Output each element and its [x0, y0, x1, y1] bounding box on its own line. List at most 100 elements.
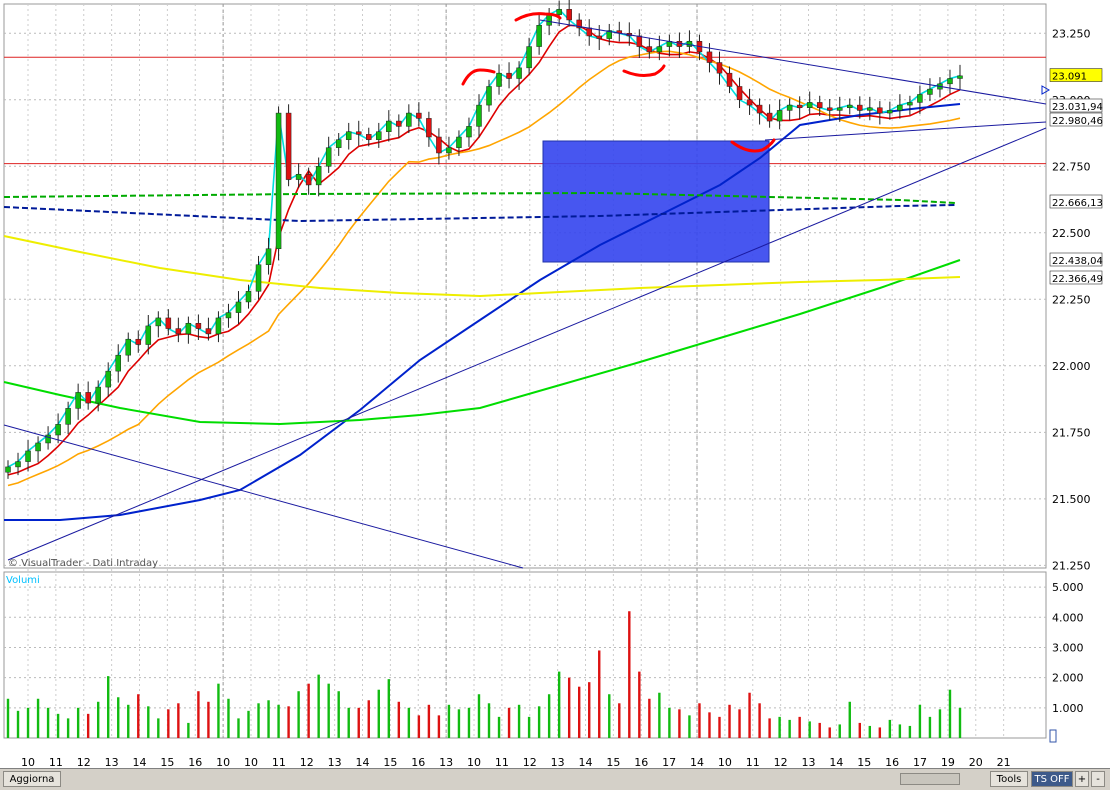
candle-body	[476, 104, 482, 127]
volume-bar	[147, 706, 150, 738]
volume-panel-frame	[3, 571, 1047, 739]
candles	[5, 0, 963, 479]
volume-bar	[26, 707, 30, 738]
volume-marker	[1049, 729, 1057, 743]
volume-bar	[808, 721, 811, 738]
candle-body	[816, 102, 823, 109]
grid	[3, 3, 1047, 739]
candle-body	[406, 112, 412, 127]
candle-body	[796, 104, 803, 109]
volume-bar	[397, 701, 401, 738]
zoom-out-button[interactable]: -	[1091, 771, 1105, 787]
candle-body	[115, 354, 121, 372]
candle-body	[105, 370, 111, 388]
volume-bar	[56, 713, 60, 738]
volume-bar	[487, 703, 491, 738]
volume-bar	[117, 697, 120, 738]
volume-bar	[177, 703, 180, 738]
volume-bar	[788, 719, 791, 738]
volume-bar	[307, 683, 310, 738]
candle-body	[646, 46, 653, 53]
volume-bar	[648, 698, 651, 738]
dashed-green-line	[3, 191, 956, 204]
volume-bar	[287, 706, 290, 738]
volume-bar	[317, 674, 320, 738]
candle-body	[756, 104, 763, 114]
volume-bar	[96, 701, 100, 738]
x-tick-label: 11	[49, 756, 63, 768]
x-tick-label: 13	[551, 756, 565, 768]
tools-button[interactable]: Tools	[990, 771, 1028, 787]
price-tag-text: 23.091	[1052, 72, 1087, 83]
candle-body	[275, 112, 282, 250]
x-tick-label: 15	[383, 756, 397, 768]
y-tick-label: 21.250	[1052, 559, 1091, 572]
volume-bar	[377, 689, 380, 738]
x-tick-label: 14	[690, 756, 704, 768]
candle-body	[806, 102, 813, 109]
volume-bar	[748, 692, 751, 738]
candle-body	[536, 25, 542, 47]
volume-bar	[157, 718, 160, 738]
volume-bar	[517, 704, 521, 738]
candle-body	[917, 94, 923, 103]
volume-tick-label: 3.000	[1052, 641, 1084, 654]
x-tick-label: 14	[133, 756, 147, 768]
candle-body	[345, 131, 352, 140]
zoom-in-button[interactable]: +	[1075, 771, 1089, 787]
ts-toggle-button[interactable]: TS OFF	[1031, 771, 1073, 787]
volume-bar	[668, 707, 671, 738]
x-tick-label: 14	[356, 756, 370, 768]
volume-bar	[247, 710, 250, 738]
volume-tick-label: 5.000	[1052, 581, 1084, 594]
x-tick-label: 20	[969, 756, 983, 768]
volume-bars	[6, 611, 1057, 743]
candle-body	[887, 110, 893, 114]
price-tag-text: 22.980,46	[1052, 116, 1103, 127]
volume-bar	[527, 716, 531, 738]
volume-bar	[6, 698, 10, 738]
volume-bar	[277, 704, 280, 738]
candle-body	[456, 136, 462, 148]
red-arc-annotation	[730, 138, 776, 153]
candle-body	[466, 126, 472, 138]
candle-body	[636, 35, 643, 47]
candle-body	[376, 131, 382, 140]
price-tag-box	[1049, 112, 1103, 127]
candle-body	[686, 40, 693, 47]
annotations-back	[542, 140, 770, 263]
x-tick-label: 17	[662, 756, 676, 768]
volume-bar	[417, 715, 421, 738]
volume-bar	[908, 725, 912, 738]
volume-bar	[557, 671, 561, 738]
candle-body	[546, 14, 552, 26]
volume-bar	[918, 704, 922, 738]
volume-bar	[427, 704, 431, 738]
candle-body	[416, 112, 422, 119]
candle-body	[215, 317, 222, 335]
candle-body	[776, 110, 783, 122]
highlight-rectangle	[542, 140, 770, 263]
candle-body	[586, 27, 592, 37]
volume-tick-label: 4.000	[1052, 611, 1084, 624]
volume-bar	[798, 716, 801, 738]
price-tag-text: 22.666,13	[1052, 198, 1103, 209]
volume-bar	[357, 707, 360, 738]
horizontal-scrollbar[interactable]	[900, 773, 960, 785]
volume-bar	[888, 719, 892, 738]
candle-body	[325, 147, 332, 167]
watermark: © VisualTrader - Dati Intraday	[8, 558, 158, 569]
candle-body	[857, 104, 863, 111]
x-tick-label: 15	[857, 756, 871, 768]
ma-long1-line	[3, 259, 961, 426]
refresh-button[interactable]: Aggiorna	[3, 771, 61, 787]
volume-bar	[167, 709, 170, 738]
volume-bar	[46, 707, 50, 738]
chart-background	[0, 0, 1110, 768]
x-tick-label: 12	[77, 756, 91, 768]
x-tick-label: 13	[328, 756, 342, 768]
volume-tick-label: 1.000	[1052, 702, 1084, 715]
volume-bar	[567, 677, 571, 738]
y-tick-label: 23.250	[1052, 27, 1091, 40]
volume-bar	[227, 698, 230, 738]
